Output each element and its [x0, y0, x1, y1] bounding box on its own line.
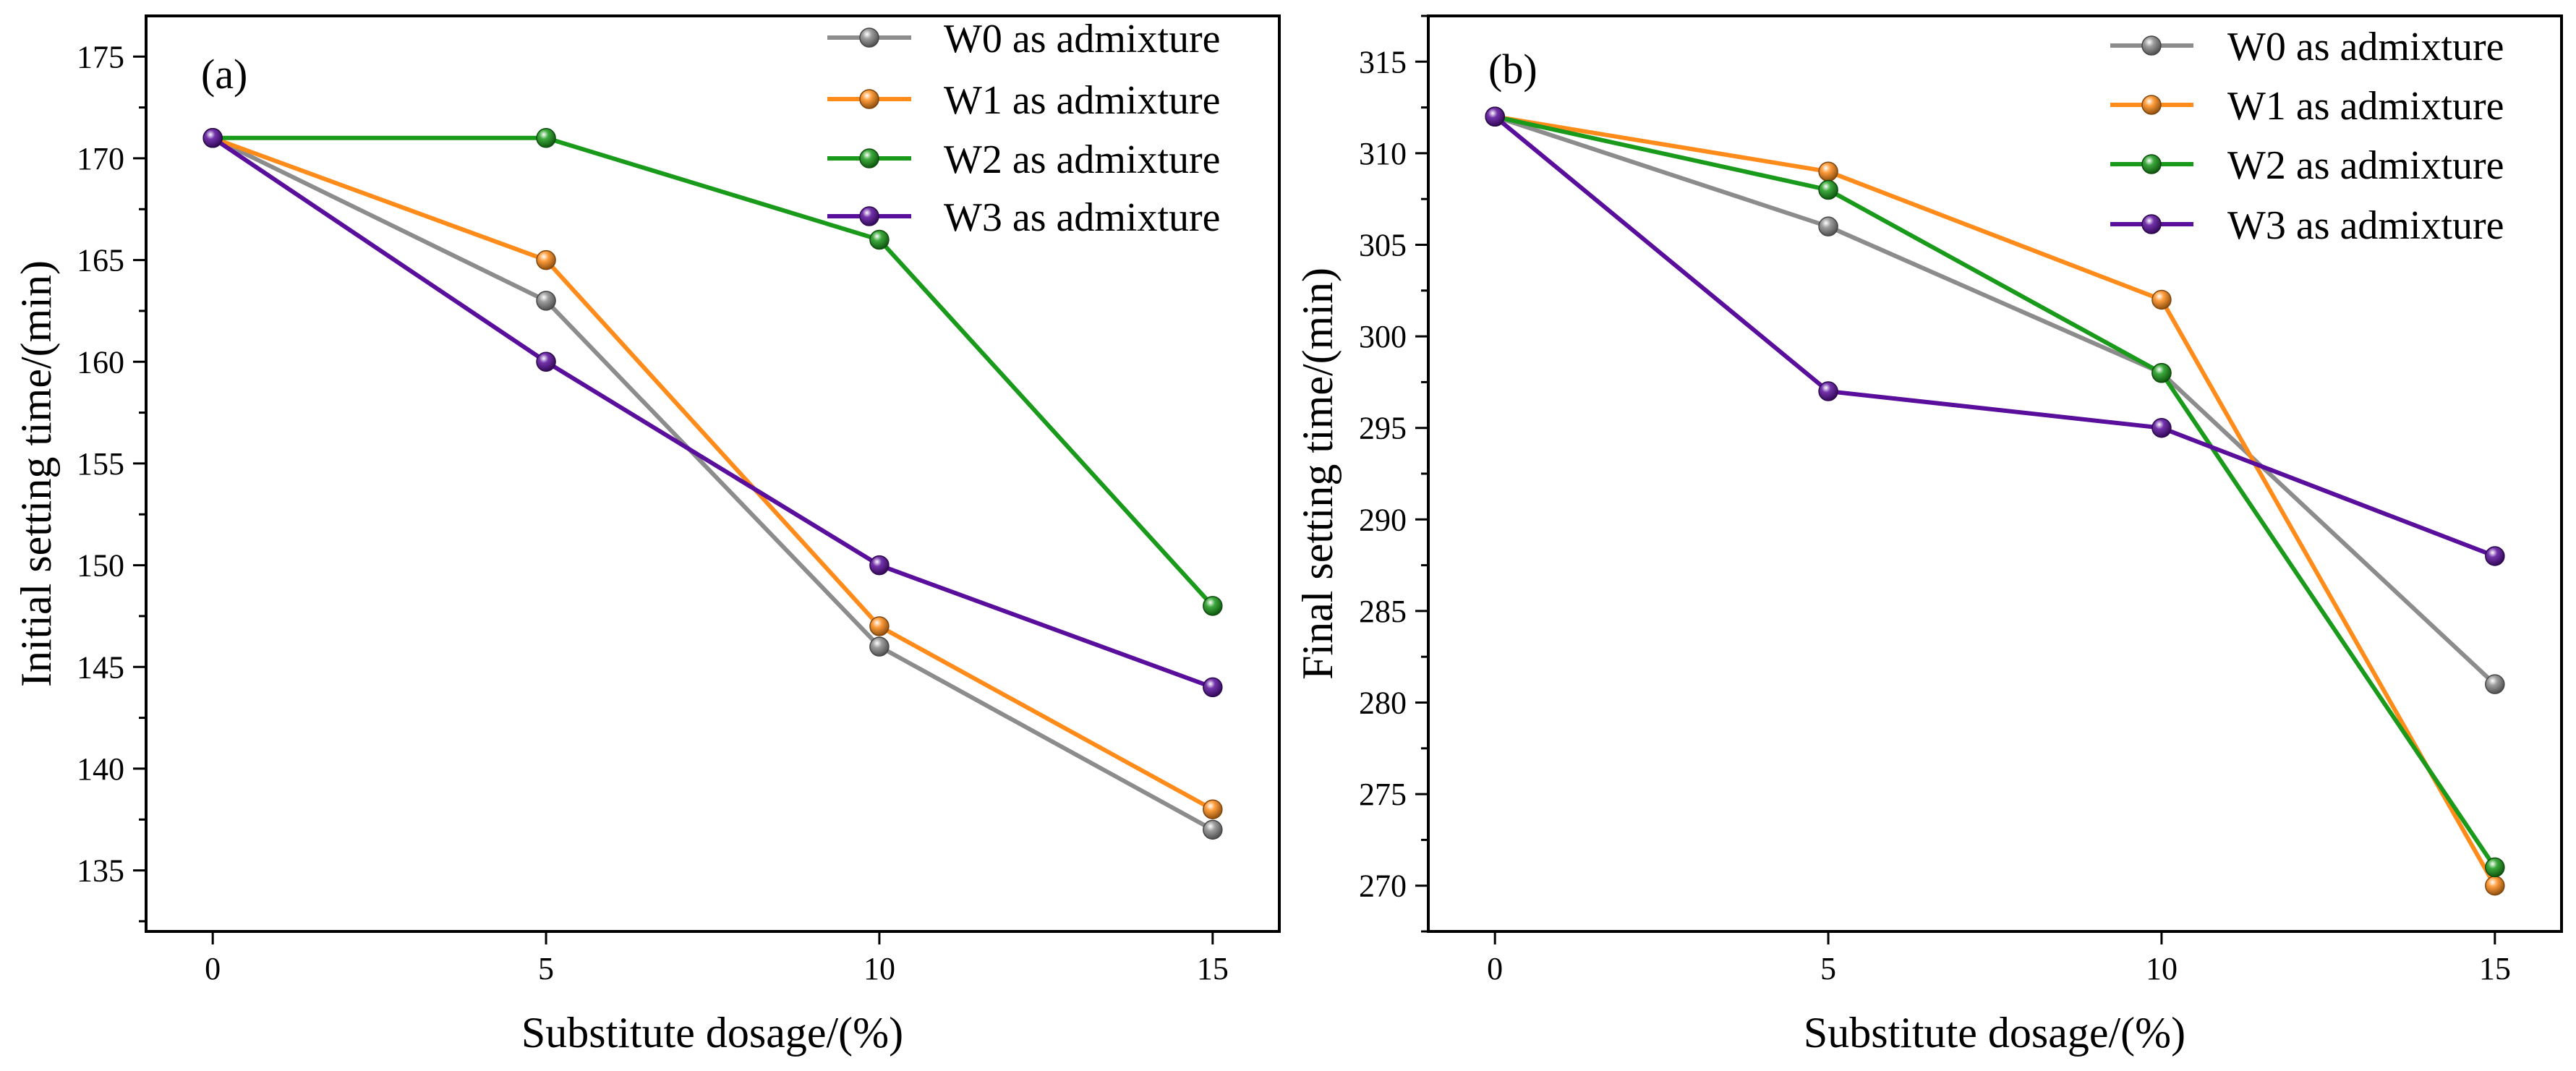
- x-tick-label: 15: [1197, 951, 1229, 986]
- legend-item: W2 as admixture: [827, 137, 1221, 182]
- y-tick-label: 305: [1359, 228, 1407, 263]
- data-point: [2485, 857, 2505, 878]
- data-point: [869, 555, 890, 576]
- data-point: [2151, 289, 2172, 310]
- legend-swatch-marker: [859, 89, 879, 109]
- y-tick-label: 300: [1359, 319, 1407, 354]
- x-tick-label: 10: [2146, 951, 2178, 986]
- data-point: [1818, 216, 1838, 236]
- y-tick-label: 165: [77, 243, 124, 278]
- data-point: [1203, 819, 1223, 840]
- y-tick-label: 280: [1359, 686, 1407, 721]
- x-tick-label: 10: [863, 951, 895, 986]
- y-tick-label: 270: [1359, 869, 1407, 904]
- data-point: [1818, 161, 1838, 182]
- x-tick-label: 0: [205, 951, 221, 986]
- data-point: [1818, 179, 1838, 200]
- legend: W0 as admixture W1 as admixture W2 as ad…: [2110, 25, 2504, 248]
- y-tick-label: 285: [1359, 594, 1407, 629]
- y-axis-title: Initial setting time/(min): [12, 260, 60, 687]
- y-tick-label: 140: [77, 751, 124, 787]
- x-tick-label: 5: [538, 951, 554, 986]
- legend-label: W3 as admixture: [944, 195, 1221, 240]
- plot-frame: [145, 14, 1281, 933]
- legend-item: W2 as admixture: [2110, 143, 2504, 188]
- data-point: [2151, 417, 2172, 438]
- x-tick-label: 5: [1820, 951, 1836, 986]
- legend-label: W2 as admixture: [944, 137, 1221, 182]
- data-point: [869, 229, 890, 250]
- data-point: [536, 291, 556, 311]
- y-tick-label: 275: [1359, 777, 1407, 812]
- x-tick-label: 0: [1487, 951, 1503, 986]
- panel-a: 0 5 10 15 135 140 145 150 155 160 165 170 175 (a) Su…: [12, 14, 1281, 1057]
- y-tick-label: 295: [1359, 411, 1407, 446]
- series-line: [1494, 114, 2496, 686]
- legend-swatch-marker: [2141, 214, 2162, 234]
- y-axis-title: Final setting time/(min): [1294, 268, 1342, 680]
- data-point: [202, 128, 223, 148]
- legend-item: W3 as admixture: [827, 195, 1221, 240]
- data-point: [2151, 362, 2172, 383]
- x-axis-title: Substitute dosage/(%): [1804, 1009, 2185, 1057]
- legend: W0 as admixture W1 as admixture W2 as ad…: [827, 17, 1221, 240]
- series-line: [211, 136, 1214, 832]
- data-point: [1485, 106, 1505, 127]
- data-point: [2485, 875, 2505, 896]
- legend-swatch-marker: [2141, 35, 2162, 56]
- data-point: [536, 128, 556, 148]
- data-point: [2485, 546, 2505, 566]
- panel-label: (a): [201, 51, 247, 98]
- data-point: [536, 351, 556, 372]
- series-line: [1494, 114, 2497, 887]
- y-tick-label: 290: [1359, 502, 1407, 537]
- y-tick-label: 175: [77, 39, 124, 74]
- panel-b: 0 5 10 15 270 275 280 285 290 295 300 305 310 315 (b)…: [1294, 14, 2563, 1057]
- legend-swatch-marker: [2141, 95, 2162, 115]
- legend-label: W2 as admixture: [2227, 143, 2504, 188]
- series-line: [212, 135, 1214, 811]
- y-tick-label: 170: [77, 141, 124, 176]
- data-point: [2485, 674, 2505, 694]
- y-tick-label: 155: [77, 446, 124, 482]
- legend-item: W3 as admixture: [2110, 203, 2504, 248]
- data-point: [1203, 596, 1223, 616]
- y-tick-label: 315: [1359, 44, 1407, 80]
- y-tick-label: 135: [77, 853, 124, 889]
- data-point: [869, 616, 890, 636]
- y-tick-label: 160: [77, 344, 124, 380]
- legend-item: W0 as admixture: [2110, 25, 2504, 69]
- data-point: [1203, 799, 1223, 819]
- x-axis-title: Substitute dosage/(%): [521, 1009, 903, 1057]
- legend-swatch-marker: [859, 27, 879, 48]
- y-tick-label: 145: [77, 649, 124, 685]
- legend-swatch-marker: [2141, 154, 2162, 174]
- series-line: [1494, 114, 2497, 869]
- legend-item: W0 as admixture: [827, 17, 1221, 61]
- y-tick-label: 150: [77, 548, 124, 584]
- x-tick-label: 15: [2479, 951, 2511, 986]
- legend-swatch-marker: [859, 206, 879, 226]
- series-line: [213, 135, 1215, 607]
- legend-label: W1 as admixture: [2227, 84, 2504, 129]
- series-line: [211, 136, 1214, 690]
- legend-label: W0 as admixture: [2227, 25, 2504, 69]
- series-line: [1493, 114, 2496, 558]
- data-point: [1203, 677, 1223, 698]
- data-point: [536, 249, 556, 270]
- legend-item: W1 as admixture: [2110, 84, 2504, 129]
- legend-swatch-marker: [859, 148, 879, 168]
- legend-label: W0 as admixture: [944, 17, 1221, 61]
- y-tick-label: 310: [1359, 136, 1407, 171]
- data-point: [869, 636, 890, 657]
- legend-label: W1 as admixture: [944, 78, 1221, 123]
- panel-label: (b): [1488, 46, 1538, 93]
- legend-label: W3 as admixture: [2227, 203, 2504, 248]
- legend-item: W1 as admixture: [827, 78, 1221, 123]
- data-point: [1818, 381, 1838, 401]
